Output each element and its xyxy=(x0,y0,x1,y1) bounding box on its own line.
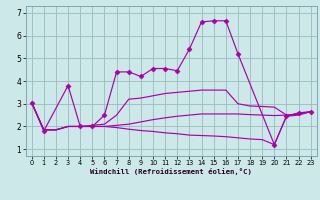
Text: 7: 7 xyxy=(1,0,5,2)
X-axis label: Windchill (Refroidissement éolien,°C): Windchill (Refroidissement éolien,°C) xyxy=(90,168,252,175)
